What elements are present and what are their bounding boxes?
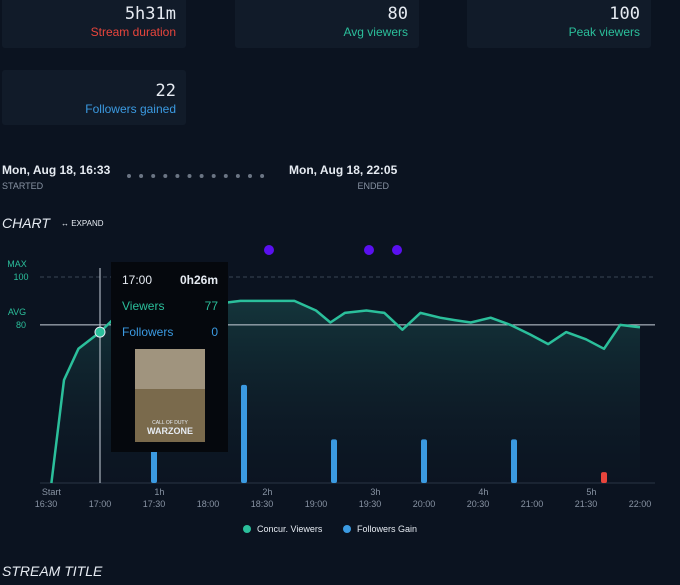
stat-card [2, 0, 186, 48]
bar [331, 439, 337, 483]
x-elapsed-label: 5h [586, 487, 596, 497]
tooltip-value: 77 [205, 299, 219, 313]
y-tick-caption: AVG [8, 307, 26, 317]
timeline-dot [199, 174, 204, 178]
timeline-dot [260, 174, 265, 178]
timeline-dot [139, 174, 144, 178]
x-tick-label: 17:30 [143, 499, 166, 509]
end-label: ENDED [357, 181, 389, 191]
start-label: STARTED [2, 181, 44, 191]
timeline-dot [211, 174, 216, 178]
stat-value: 5h31m [125, 4, 176, 24]
stat-label: Stream duration [91, 25, 176, 39]
x-elapsed-label: Start [42, 487, 62, 497]
x-tick-label: 16:30 [35, 499, 58, 509]
stat-card [235, 0, 419, 48]
timeline-dot [175, 174, 180, 178]
x-tick-label: 21:30 [575, 499, 598, 509]
stat-value: 80 [388, 4, 408, 24]
legend-swatch [243, 525, 251, 533]
timeline-dot [223, 174, 228, 178]
timeline-dot [127, 174, 131, 178]
stat-value: 22 [156, 81, 176, 101]
legend-label: Followers Gain [357, 524, 417, 534]
chart: AVG 80 MAX 100 16:30 17:00 17:30 18:00 18:30 19:0… [7, 259, 655, 509]
bar [601, 472, 607, 483]
y-tick-label: 100 [13, 272, 28, 282]
x-elapsed-label: 3h [370, 487, 380, 497]
game-cover-text: CALL OF DUTY [152, 420, 188, 426]
tooltip-value: 0 [211, 325, 218, 339]
tooltip: 17:00 0h26m Viewers 77 Followers 0 CALL … [111, 262, 228, 452]
x-tick-label: 21:00 [521, 499, 544, 509]
legend-label: Concur. Viewers [257, 524, 323, 534]
timeline-dot [187, 174, 192, 178]
stat-card [2, 70, 186, 125]
y-tick-label: 80 [16, 320, 26, 330]
stat-label: Peak viewers [569, 25, 640, 39]
x-tick-label: 17:00 [89, 499, 112, 509]
legend-swatch [343, 525, 351, 533]
x-tick-label: 18:30 [251, 499, 274, 509]
x-tick-label: 19:30 [359, 499, 382, 509]
legend: Concur. Viewers Followers Gain [243, 524, 417, 534]
timeline-dots [127, 174, 265, 178]
stat-label: Followers gained [85, 102, 176, 116]
bar [241, 384, 247, 483]
event-marker[interactable] [364, 245, 374, 255]
tooltip-time: 17:00 [122, 273, 152, 287]
x-tick-label: 19:00 [305, 499, 328, 509]
timeline-dot [248, 174, 252, 178]
game-cover-sky [135, 349, 205, 389]
x-tick-label: 20:00 [413, 499, 436, 509]
timeline-dot [151, 174, 156, 178]
section-title: CHART [2, 215, 51, 231]
bar [511, 439, 517, 483]
event-marker[interactable] [264, 245, 274, 255]
bar [151, 450, 157, 483]
x-elapsed-label: 2h [262, 487, 272, 497]
game-cover-text: WARZONE [147, 426, 193, 436]
timeline-dot [163, 174, 168, 178]
end-time: Mon, Aug 18, 22:05 [289, 163, 398, 177]
x-tick-label: 18:00 [197, 499, 220, 509]
hover-point [94, 326, 106, 338]
x-tick-label: 20:30 [467, 499, 490, 509]
stat-card [467, 0, 651, 48]
y-tick-caption: MAX [7, 259, 27, 269]
tooltip-label: Viewers [122, 299, 164, 313]
start-time: Mon, Aug 18, 16:33 [2, 163, 111, 177]
timeline-dot [235, 174, 240, 178]
stat-value: 100 [609, 4, 640, 24]
x-tick-label: 22:00 [629, 499, 652, 509]
tooltip-label: Followers [122, 325, 173, 339]
x-elapsed-label: 1h [154, 487, 164, 497]
stat-label: Avg viewers [344, 25, 408, 39]
bar [421, 439, 427, 483]
x-elapsed-label: 4h [478, 487, 488, 497]
footer-title: STREAM TITLE [2, 563, 103, 579]
event-marker[interactable] [392, 245, 402, 255]
expand-button[interactable]: ↔ EXPAND [61, 219, 104, 228]
tooltip-duration: 0h26m [180, 273, 218, 287]
